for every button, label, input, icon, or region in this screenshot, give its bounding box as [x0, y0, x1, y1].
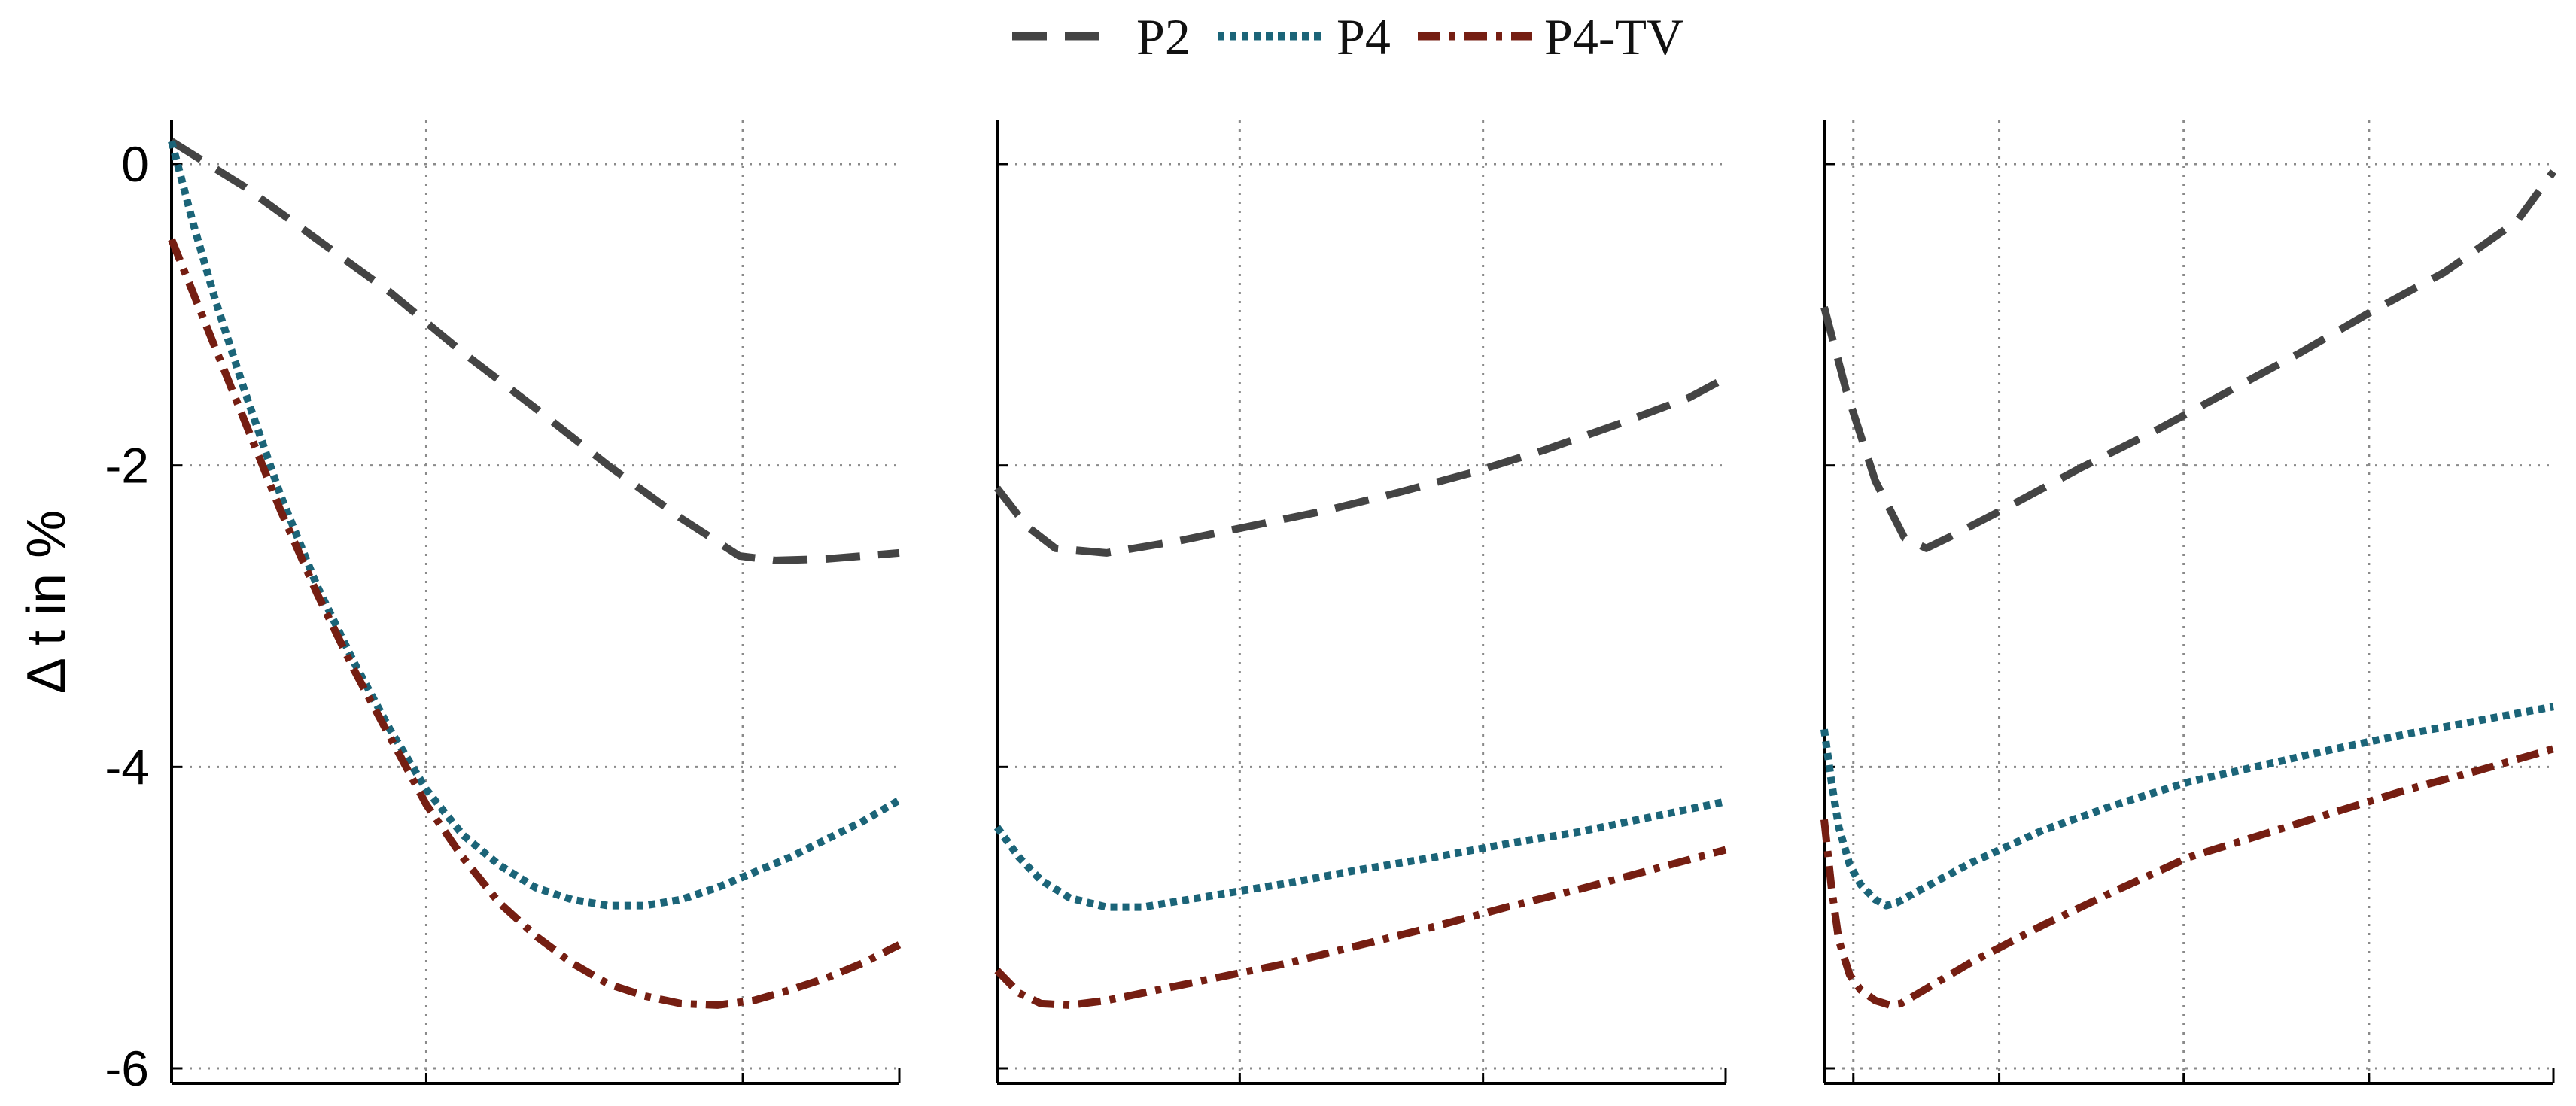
panels: 0 -2 -4 -6	[105, 120, 2557, 1096]
legend-label-p2: P2	[1136, 8, 1191, 65]
legend-label-p4: P4	[1337, 8, 1391, 65]
y-tick-label: -6	[105, 1041, 149, 1096]
legend-label-p4-tv: P4-TV	[1544, 8, 1683, 65]
series-line-p4-tv	[994, 846, 1727, 1009]
series-line-p2	[169, 138, 900, 564]
legend: P2 P4 P4-TV	[1012, 8, 1683, 65]
y-tick-label: 0	[121, 136, 149, 192]
panel-1: 0 -2 -4 -6	[105, 120, 902, 1096]
panel-2	[993, 120, 1728, 1085]
series-line-p2	[994, 375, 1728, 557]
series-line-p4	[168, 140, 902, 910]
series-line-p4-tv	[1820, 745, 2555, 1009]
y-axis-label: Δ t in %	[17, 510, 77, 694]
series-line-p2	[1820, 169, 2557, 552]
y-tick-label: -2	[105, 438, 149, 494]
series-line-p4	[1820, 703, 2554, 910]
series-line-p4	[993, 798, 1727, 911]
y-tick-label: -4	[105, 739, 149, 795]
panel-3	[1820, 120, 2557, 1085]
